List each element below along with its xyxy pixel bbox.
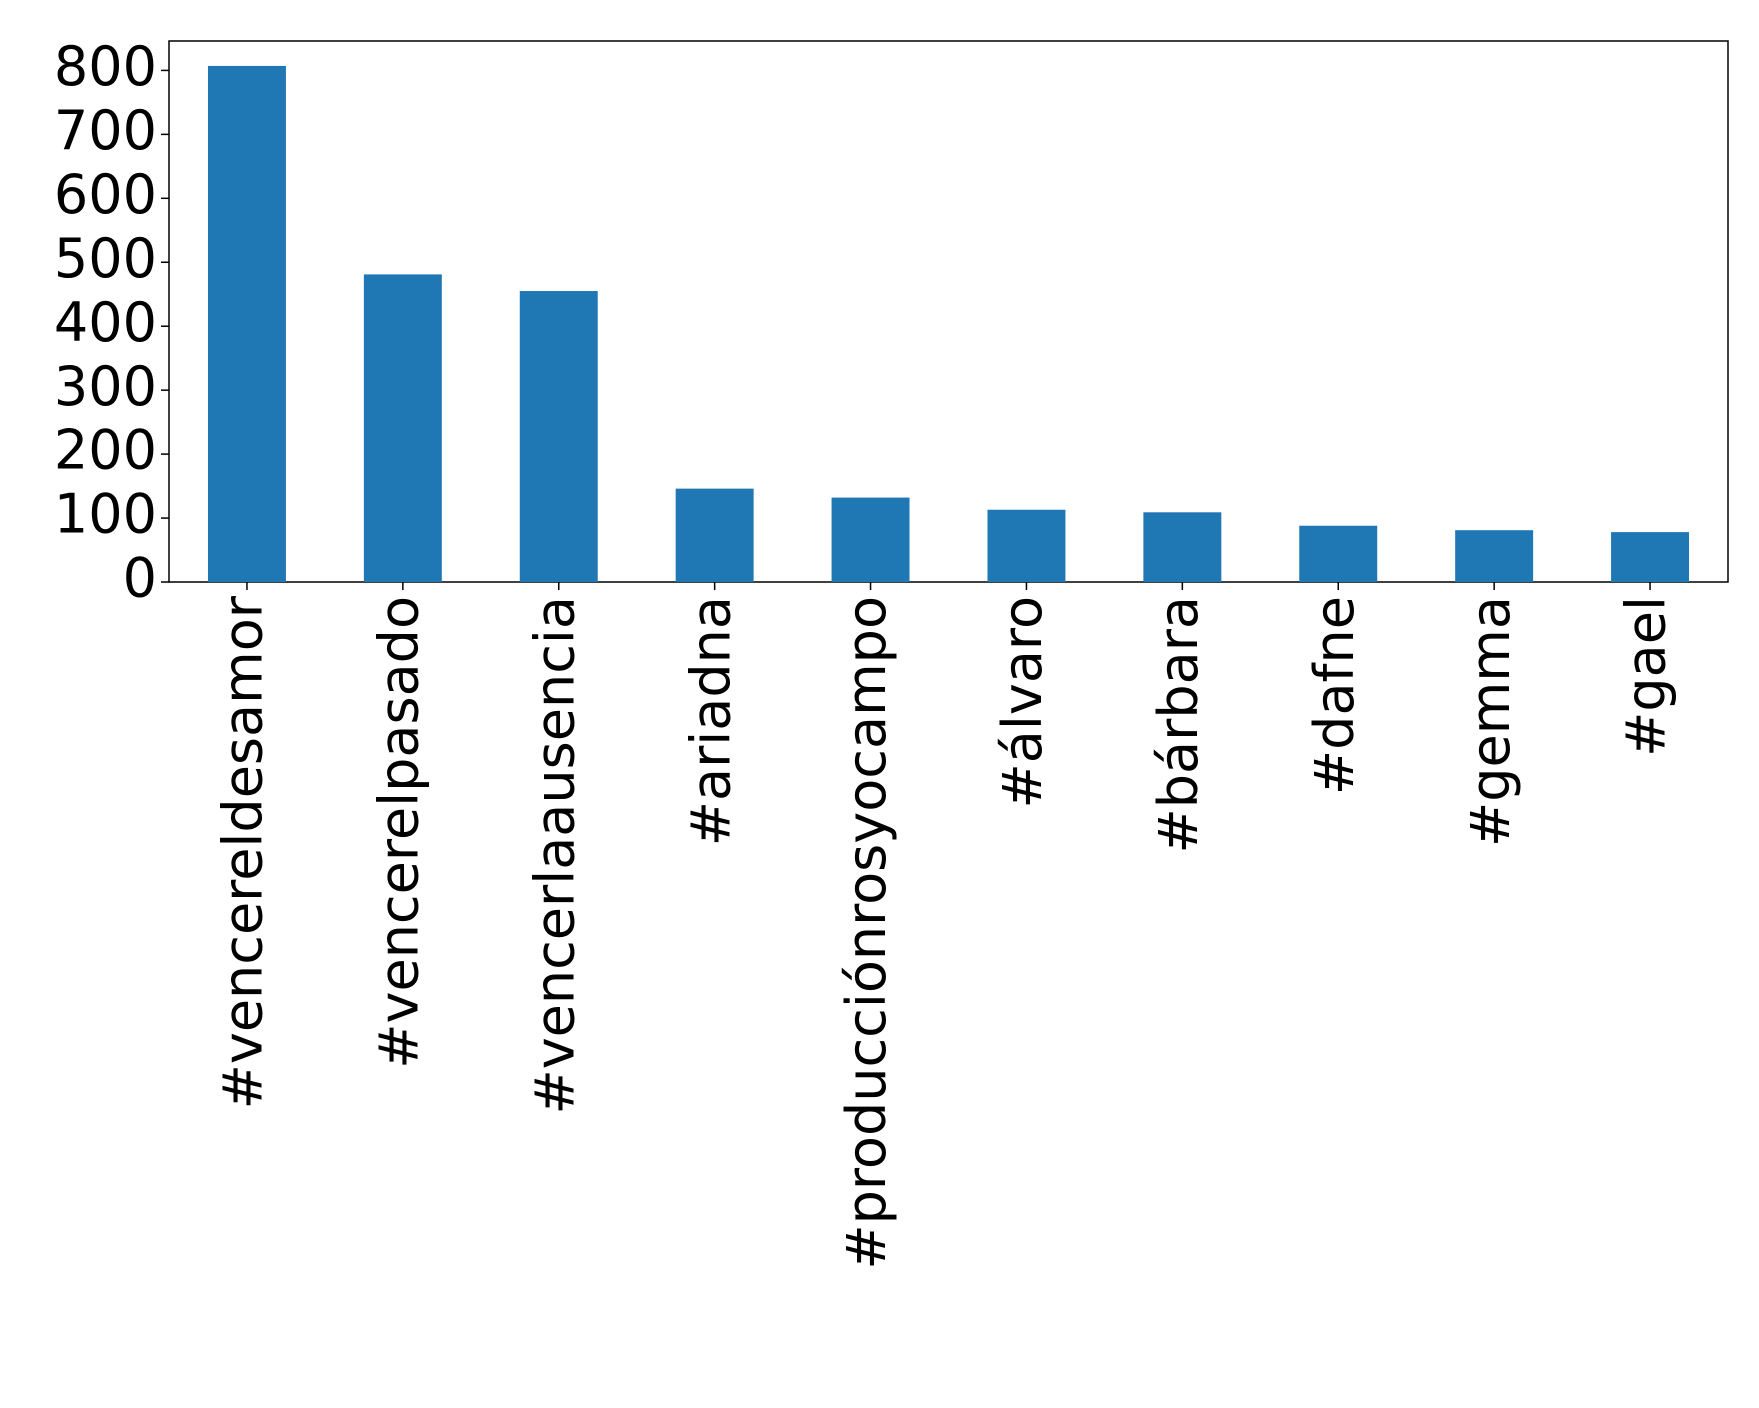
x-tick-label: #bárbara [1147,596,1210,853]
x-tick-label: #dafne [1303,596,1366,795]
y-tick-label: 0 [123,547,157,610]
x-tick-label: #ariadna [679,596,742,846]
bar [831,497,910,582]
bar [1143,512,1222,582]
y-tick-label: 200 [54,419,157,482]
bar [1455,530,1534,582]
x-tick-label: #vencereldesamor [212,595,275,1109]
bar [675,488,754,582]
bar [987,509,1066,582]
x-tick-label: #producciónrosyocampo [835,596,898,1270]
x-tick-label: #gemma [1459,596,1522,847]
x-tick-label: #álvaro [991,596,1054,808]
y-tick-label: 100 [54,483,157,546]
x-tick-label: #gael [1615,596,1678,757]
y-tick-label: 700 [54,99,157,162]
x-tick-label: #vencerlaausencia [523,596,586,1115]
y-tick-label: 300 [54,355,157,418]
bar [207,65,286,583]
bar [1611,532,1690,582]
y-tick-label: 500 [54,227,157,290]
bar [363,274,442,582]
plot-frame [168,40,1729,583]
y-tick-label: 400 [54,291,157,354]
bar [1299,525,1378,582]
y-tick-label: 600 [54,163,157,226]
bar [519,291,598,582]
y-tick-label: 800 [54,35,157,98]
x-tick-label: #vencerelpasado [367,596,430,1069]
